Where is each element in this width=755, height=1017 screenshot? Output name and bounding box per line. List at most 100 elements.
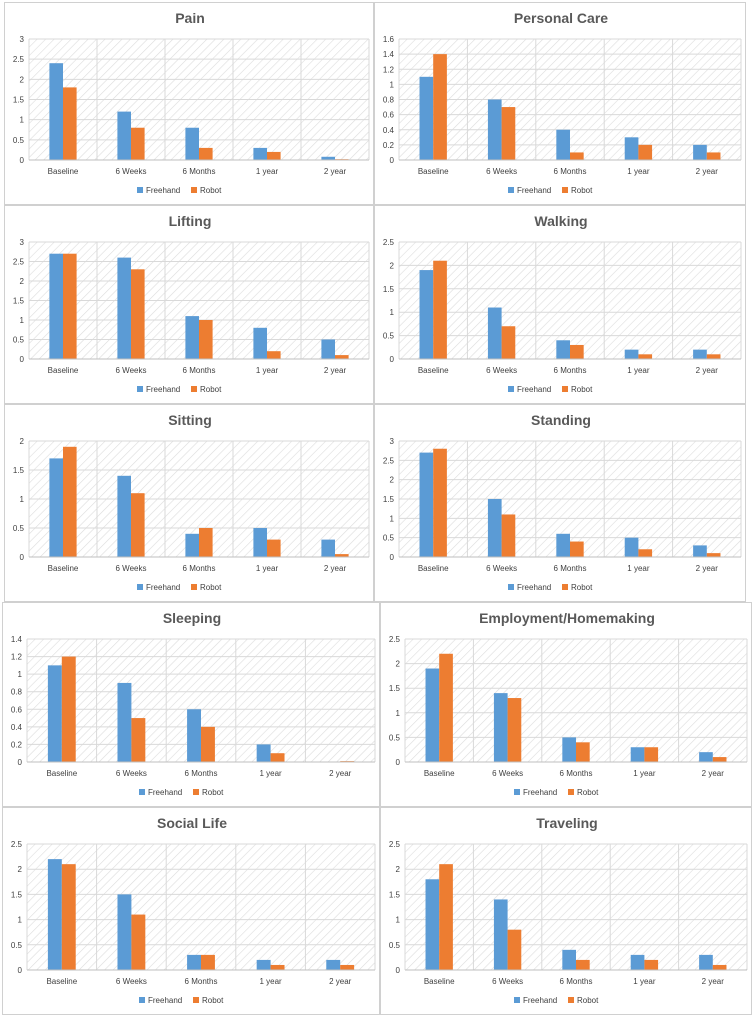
x-tick-label: Baseline bbox=[418, 564, 449, 573]
bar-freehand-2-year bbox=[699, 752, 713, 762]
bar-freehand-6-months bbox=[562, 737, 576, 762]
bar-robot-6-weeks bbox=[501, 514, 516, 557]
legend-swatch-freehand bbox=[139, 789, 145, 795]
legend-swatch-robot bbox=[562, 386, 568, 392]
bar-freehand-6-weeks bbox=[117, 475, 131, 557]
bar-robot-1-year bbox=[638, 549, 653, 557]
bar-robot-6-months bbox=[199, 320, 213, 359]
bar-freehand-6-months bbox=[187, 709, 201, 762]
bar-freehand-6-weeks bbox=[487, 307, 502, 359]
y-tick-label: 3 bbox=[20, 238, 25, 247]
bar-robot-6-weeks bbox=[507, 929, 522, 970]
bar-robot-2-year bbox=[706, 152, 721, 160]
y-tick-label: 1.5 bbox=[389, 890, 401, 899]
y-tick-label: 1 bbox=[20, 116, 25, 125]
legend-swatch-freehand bbox=[508, 187, 514, 193]
y-tick-label: 0.6 bbox=[11, 705, 23, 714]
y-tick-label: 0.5 bbox=[383, 534, 395, 543]
x-tick-label: 6 Months bbox=[554, 564, 587, 573]
bar-freehand-6-weeks bbox=[117, 682, 132, 762]
legend-swatch-robot bbox=[193, 997, 199, 1003]
bar-robot-1-year bbox=[270, 753, 285, 762]
bar-freehand-baseline bbox=[419, 452, 434, 557]
y-tick-label: 1.5 bbox=[13, 466, 25, 475]
chart-panel-pain: Pain 0 0.5 1 1.5 2 2.5 3 Baseline 6 Weeks 6 Months… bbox=[4, 2, 374, 205]
bar-freehand-1-year bbox=[253, 147, 267, 160]
y-tick-label: 1 bbox=[390, 308, 395, 317]
x-tick-label: 6 Months bbox=[554, 366, 587, 375]
bar-robot-6-weeks bbox=[131, 269, 145, 359]
y-tick-label: 0.5 bbox=[13, 336, 25, 345]
y-tick-label: 1.5 bbox=[383, 285, 395, 294]
bar-freehand-6-weeks bbox=[117, 894, 132, 970]
y-tick-label: 1 bbox=[396, 916, 401, 925]
y-tick-label: 1 bbox=[20, 495, 25, 504]
bar-robot-6-weeks bbox=[131, 127, 145, 160]
chart-svg-pain: Pain 0 0.5 1 1.5 2 2.5 3 Baseline 6 Weeks 6 Months… bbox=[13, 10, 370, 195]
bar-robot-6-weeks bbox=[501, 107, 516, 160]
x-tick-label: 6 Weeks bbox=[116, 564, 147, 573]
legend-swatch-freehand bbox=[137, 584, 143, 590]
bar-robot-baseline bbox=[63, 253, 77, 359]
bar-robot-6-months bbox=[576, 742, 590, 762]
y-tick-label: 0 bbox=[18, 966, 23, 975]
x-tick-label: 6 Weeks bbox=[492, 769, 523, 778]
legend-swatch-freehand bbox=[137, 187, 143, 193]
legend-label-freehand: Freehand bbox=[148, 996, 182, 1005]
bar-robot-baseline bbox=[433, 448, 447, 557]
x-tick-label: Baseline bbox=[418, 167, 449, 176]
legend-label-robot: Robot bbox=[200, 385, 222, 394]
bar-freehand-1-year bbox=[624, 137, 639, 160]
y-tick-label: 1.5 bbox=[389, 684, 401, 693]
y-tick-label: 2.5 bbox=[13, 55, 25, 64]
legend-label-robot: Robot bbox=[571, 385, 593, 394]
bar-freehand-baseline bbox=[425, 879, 440, 970]
y-tick-label: 1 bbox=[18, 670, 23, 679]
y-tick-label: 1 bbox=[390, 80, 395, 89]
x-tick-label: 6 Weeks bbox=[486, 564, 517, 573]
y-tick-label: 1.2 bbox=[11, 653, 23, 662]
y-tick-label: 2 bbox=[396, 865, 401, 874]
chart-title: Traveling bbox=[536, 815, 597, 831]
x-tick-label: 6 Months bbox=[183, 366, 216, 375]
x-tick-label: 6 Weeks bbox=[116, 769, 147, 778]
y-tick-label: 1.4 bbox=[383, 50, 395, 59]
y-tick-label: 1.6 bbox=[383, 35, 395, 44]
x-tick-label: 1 year bbox=[256, 366, 279, 375]
x-tick-label: 2 year bbox=[329, 769, 352, 778]
x-tick-label: 2 year bbox=[702, 977, 725, 986]
y-tick-label: 1 bbox=[396, 709, 401, 718]
bar-robot-6-months bbox=[570, 541, 584, 557]
bar-freehand-6-weeks bbox=[493, 899, 508, 970]
chart-panel-walking: Walking 0 0.5 1 1.5 2 2.5 Baseline 6 Weeks 6 Mont… bbox=[374, 205, 746, 404]
y-tick-label: 1.4 bbox=[11, 635, 23, 644]
y-tick-label: 0 bbox=[20, 553, 25, 562]
legend-swatch-freehand bbox=[514, 997, 520, 1003]
legend-label-robot: Robot bbox=[577, 788, 599, 797]
x-tick-label: 1 year bbox=[627, 167, 650, 176]
chart-panel-traveling: Traveling 0 0.5 1 1.5 2 2.5 Baseline 6 Weeks 6 Mo… bbox=[380, 807, 752, 1015]
legend-swatch-freehand bbox=[508, 584, 514, 590]
x-tick-label: 6 Months bbox=[185, 769, 218, 778]
bar-robot-6-months bbox=[570, 344, 584, 359]
bar-freehand-baseline bbox=[49, 253, 63, 359]
x-tick-label: 1 year bbox=[259, 977, 282, 986]
legend-label-freehand: Freehand bbox=[146, 186, 180, 195]
legend-label-freehand: Freehand bbox=[517, 583, 551, 592]
legend-label-freehand: Freehand bbox=[517, 385, 551, 394]
bar-robot-1-year bbox=[267, 351, 281, 359]
x-tick-label: Baseline bbox=[46, 977, 77, 986]
legend-label-freehand: Freehand bbox=[517, 186, 551, 195]
chart-title: Sitting bbox=[168, 412, 212, 428]
y-tick-label: 2 bbox=[396, 660, 401, 669]
chart-title: Social Life bbox=[157, 815, 227, 831]
y-tick-label: 3 bbox=[390, 437, 395, 446]
bar-freehand-6-months bbox=[556, 340, 570, 359]
legend-label-robot: Robot bbox=[571, 583, 593, 592]
bar-robot-2-year bbox=[712, 964, 727, 970]
y-tick-label: 0.2 bbox=[383, 141, 395, 150]
x-tick-label: 6 Weeks bbox=[116, 167, 147, 176]
x-tick-label: Baseline bbox=[424, 977, 455, 986]
y-tick-label: 2 bbox=[390, 261, 395, 270]
x-tick-label: 2 year bbox=[324, 167, 347, 176]
